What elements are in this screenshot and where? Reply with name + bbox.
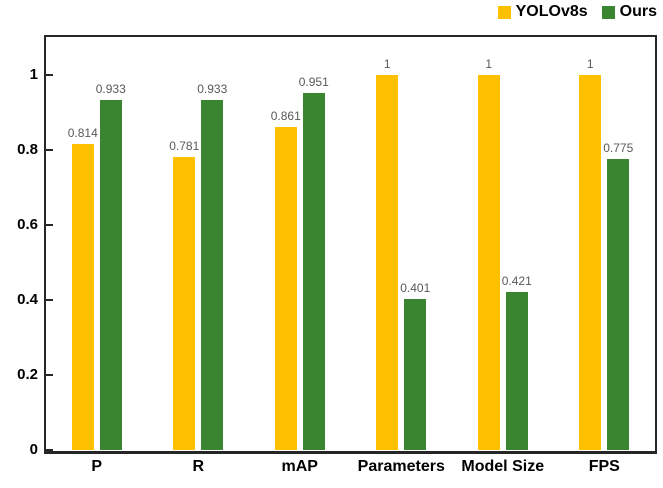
legend-swatch-icon bbox=[601, 5, 615, 19]
bar-value-label: 1 bbox=[383, 56, 391, 71]
bar-ours-model-size bbox=[505, 291, 528, 450]
bar-ours-map bbox=[302, 92, 325, 450]
y-axis-tick-label: 0.6 bbox=[17, 215, 38, 233]
bar-value-label: 0.933 bbox=[197, 81, 228, 96]
bar-value-label: 0.421 bbox=[501, 273, 532, 288]
x-axis-category-label: mAP bbox=[281, 458, 318, 475]
y-axis-tick-label: 1 bbox=[29, 65, 38, 83]
bar-value-label: 1 bbox=[485, 56, 493, 71]
bar-yolov8s-model-size bbox=[477, 74, 500, 450]
bar-value-label: 0.401 bbox=[400, 281, 431, 296]
legend-item-ours: Ours bbox=[601, 3, 657, 21]
y-axis-tick bbox=[46, 373, 53, 376]
bar-value-label: 1 bbox=[586, 56, 594, 71]
plot-area: 0.814 0.933 0.781 0.933 0.861 0.951 1 0.401 1 0.4… bbox=[46, 37, 655, 451]
y-axis-tick-label: 0.4 bbox=[17, 290, 38, 308]
legend: YOLOv8s Ours bbox=[497, 3, 657, 21]
y-axis-tick bbox=[46, 148, 53, 151]
y-axis-tick-label: 0 bbox=[29, 441, 38, 458]
bar-yolov8s-fps bbox=[579, 74, 602, 450]
bar-yolov8s-p bbox=[71, 144, 94, 450]
x-axis-category-label: Model Size bbox=[461, 458, 545, 475]
bar-ours-parameters bbox=[404, 299, 427, 450]
bar-yolov8s-map bbox=[274, 126, 297, 450]
bar-value-label: 0.814 bbox=[67, 126, 98, 141]
y-axis-tick-label: 0.8 bbox=[17, 140, 38, 158]
x-axis-category-label: P bbox=[91, 458, 103, 475]
legend-item-yolov8s: YOLOv8s bbox=[497, 3, 588, 21]
bar-value-label: 0.775 bbox=[603, 141, 634, 156]
legend-label: YOLOv8s bbox=[515, 3, 588, 20]
bar-yolov8s-r bbox=[173, 156, 196, 450]
y-axis-tick-label: 0.2 bbox=[17, 365, 38, 383]
x-axis-category-label: Parameters bbox=[357, 458, 445, 475]
legend-swatch-icon bbox=[497, 5, 511, 19]
bar-value-label: 0.861 bbox=[270, 108, 301, 123]
y-axis-tick bbox=[46, 298, 53, 301]
x-axis-category-label: R bbox=[192, 458, 205, 475]
y-axis-tick bbox=[46, 73, 53, 76]
bar-ours-r bbox=[201, 99, 224, 450]
bar-ours-p bbox=[99, 99, 122, 450]
bar-value-label: 0.933 bbox=[95, 81, 126, 96]
x-axis-category-label: FPS bbox=[588, 458, 620, 475]
y-axis-tick bbox=[46, 449, 53, 451]
bar-yolov8s-parameters bbox=[376, 74, 399, 450]
bar-value-label: 0.781 bbox=[169, 138, 200, 153]
bar-value-label: 0.951 bbox=[298, 74, 329, 89]
y-axis-tick bbox=[46, 223, 53, 226]
legend-label: Ours bbox=[619, 3, 657, 20]
bar-ours-fps bbox=[607, 159, 630, 450]
